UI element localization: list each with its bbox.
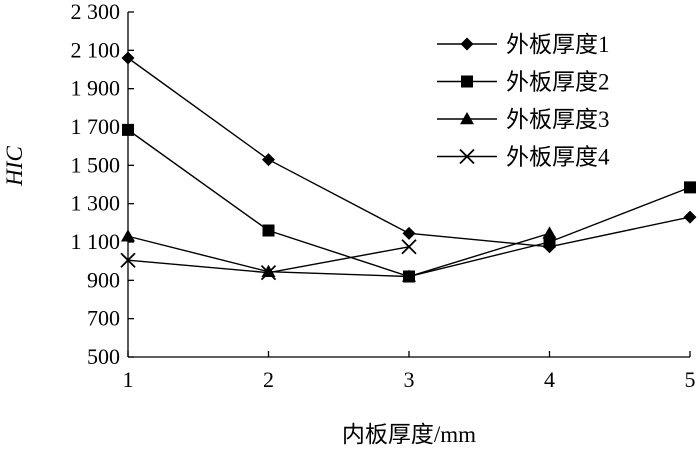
series-4-point — [260, 265, 277, 281]
y-tick-label: 2 100 — [71, 37, 121, 62]
x-tick-label: 4 — [544, 367, 555, 392]
series-1 — [121, 51, 697, 254]
series-2-point — [543, 236, 556, 248]
legend-marker — [460, 37, 474, 51]
legend-label: 外板厚度4 — [506, 145, 610, 170]
y-tick-label: 1 900 — [71, 76, 121, 101]
legend-marker — [459, 148, 475, 165]
y-tick-label: 1 500 — [71, 152, 121, 177]
legend-label: 外板厚度1 — [506, 32, 610, 57]
y-tick-label: 1 300 — [71, 191, 121, 216]
legend-marker — [461, 75, 473, 88]
legend-label: 外板厚度2 — [506, 70, 610, 95]
series-1-point — [683, 210, 697, 224]
legend: 外板厚度1 外板厚度2 外板厚度3 外板厚度4 — [437, 32, 610, 170]
x-tick-label: 2 — [263, 367, 274, 392]
axes: 500 700 900 1 100 1 300 1 500 1 700 1 900 2 100 2… — [71, 0, 696, 392]
y-tick-label: 500 — [87, 344, 120, 369]
x-marker-stroke — [401, 239, 417, 255]
series-1-point — [262, 153, 275, 167]
series-3-point — [402, 269, 416, 282]
series-layer — [120, 51, 697, 283]
y-tick-label: 2 300 — [71, 0, 121, 24]
series-2-point — [684, 181, 696, 194]
legend-label: 外板厚度3 — [506, 107, 610, 132]
series-3-point — [261, 264, 276, 277]
series-4-point — [401, 239, 417, 255]
x-tick-label: 5 — [685, 367, 696, 392]
x-marker-stroke — [260, 265, 277, 281]
legend-item-2: 外板厚度2 — [437, 70, 610, 95]
series-3-line — [127, 232, 550, 278]
x-tick-label: 3 — [404, 367, 415, 392]
series-1-point — [402, 226, 416, 240]
x-tick-label: 1 — [123, 367, 134, 392]
x-axis-title: 内板厚度/mm — [342, 422, 476, 447]
series-4 — [120, 239, 417, 281]
series-2-point — [122, 123, 134, 136]
legend-item-4: 外板厚度4 — [437, 145, 610, 170]
series-4-point — [120, 252, 136, 268]
y-tick-label: 900 — [87, 267, 120, 292]
x-marker-stroke — [120, 252, 136, 268]
series-2 — [122, 123, 696, 283]
series-2-point — [262, 224, 275, 237]
series-3-point — [542, 226, 557, 239]
legend-item-3: 外板厚度3 — [437, 107, 610, 132]
series-1-point — [121, 51, 135, 65]
legend-item-1: 外板厚度1 — [437, 32, 610, 57]
series-3-point — [121, 229, 135, 242]
y-axis-title: HIC — [2, 146, 27, 187]
legend-marker — [460, 112, 474, 125]
y-tick-label: 700 — [87, 306, 120, 331]
series-3 — [121, 226, 557, 282]
y-tick-label: 1 700 — [71, 114, 121, 139]
y-tick-label: 1 100 — [71, 229, 121, 254]
x-marker-stroke — [459, 148, 475, 165]
